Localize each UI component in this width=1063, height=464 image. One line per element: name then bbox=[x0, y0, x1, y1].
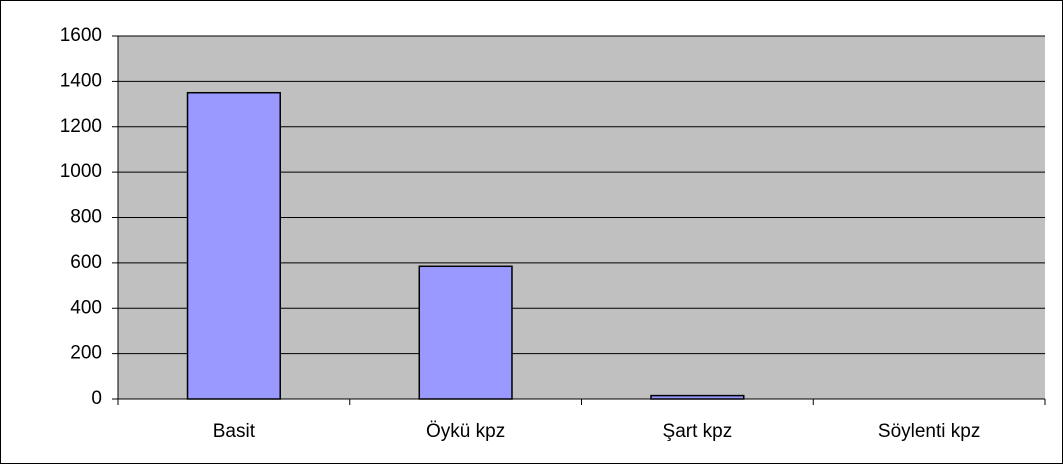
y-tick-label: 1600 bbox=[60, 25, 102, 46]
y-tick-label: 200 bbox=[70, 343, 102, 364]
y-tick-label: 1200 bbox=[60, 116, 102, 137]
x-tick-label: Şart kpz bbox=[663, 421, 733, 442]
y-tick-label: 800 bbox=[70, 207, 102, 228]
y-tick-label: 1400 bbox=[60, 70, 102, 91]
x-tick-label: Basit bbox=[213, 421, 256, 442]
y-tick-label: 0 bbox=[91, 388, 102, 409]
bar bbox=[186, 91, 281, 400]
y-tick-label: 600 bbox=[70, 252, 102, 273]
bar bbox=[418, 265, 513, 400]
y-tick-label: 400 bbox=[70, 297, 102, 318]
bar bbox=[650, 394, 745, 400]
x-tick-label: Öykü kpz bbox=[426, 421, 505, 442]
y-tick-label: 1000 bbox=[60, 161, 102, 182]
x-tick-label: Söylenti kpz bbox=[878, 421, 980, 442]
